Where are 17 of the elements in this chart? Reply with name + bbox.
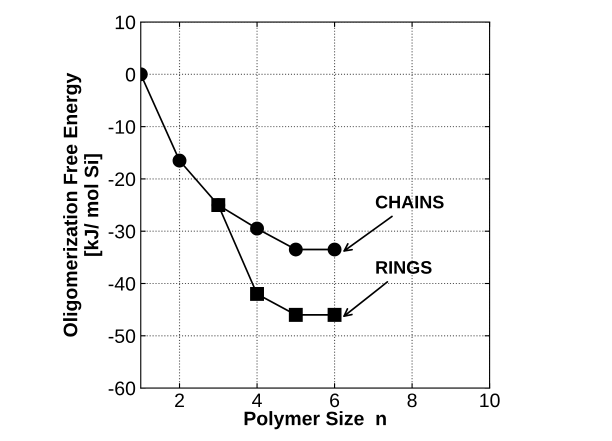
- x-tick-label: 4: [252, 394, 262, 408]
- y-tick-label: -20: [108, 172, 136, 186]
- x-tick-label: 2: [175, 393, 184, 408]
- y-tick-label: 10: [116, 16, 136, 30]
- y-tick-label: -50: [108, 329, 136, 344]
- y-tick-label: -40: [108, 276, 136, 291]
- y-tick-label: -30: [108, 224, 136, 238]
- y-tick-label: -10: [108, 120, 136, 134]
- text: CHAINS: [376, 196, 444, 208]
- x-tick-label: 6: [330, 393, 340, 408]
- y-tick-label: -60: [108, 382, 136, 396]
- x-tick-label: 8: [408, 393, 417, 408]
- text: RINGS: [376, 261, 432, 274]
- x-tick-label: 10: [480, 393, 500, 408]
- y-tick-label: 0: [126, 68, 136, 82]
- y-axis-title: Oligomerization Free Energy [kJ/ mol Si]: [63, 72, 102, 337]
- x-axis-title: Polymer Size n: [244, 411, 386, 430]
